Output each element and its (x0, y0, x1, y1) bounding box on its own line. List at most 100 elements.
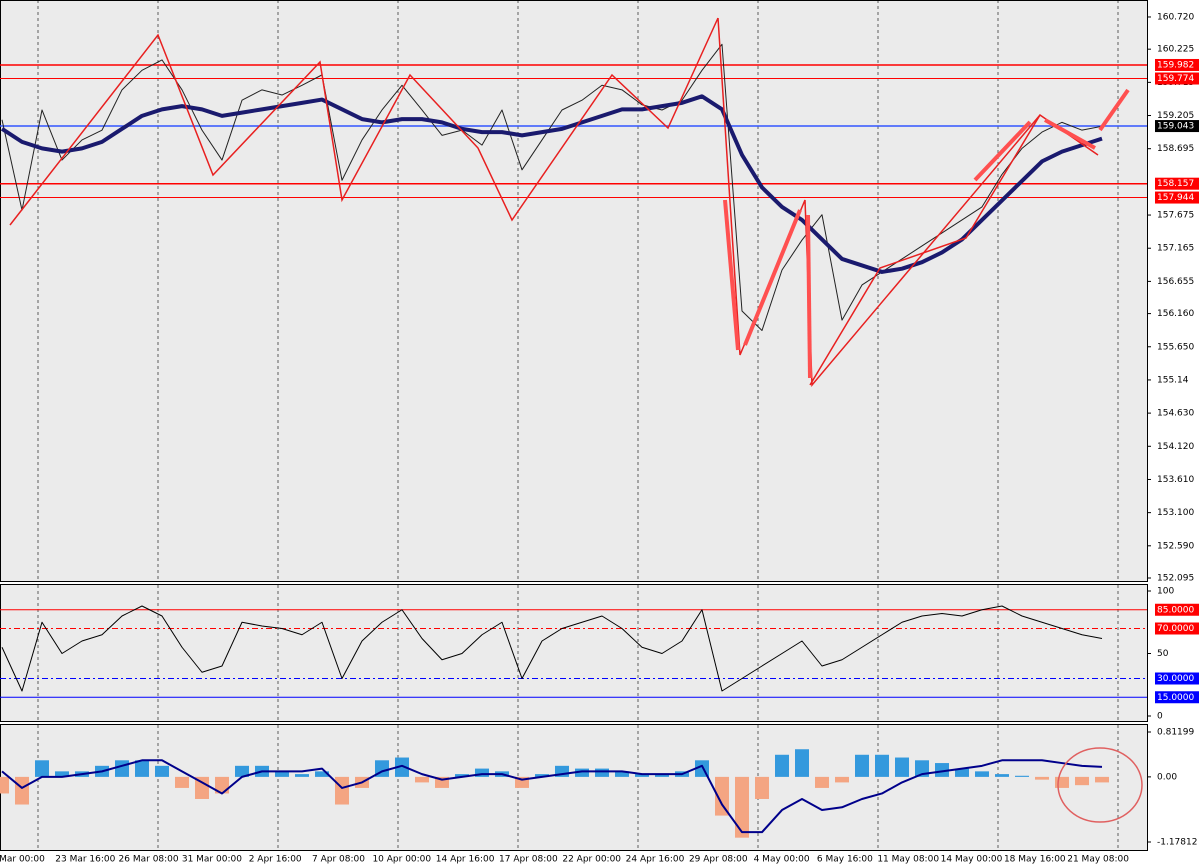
histogram-bar (335, 776, 349, 805)
y-tick-label: -1.17812 (1157, 837, 1197, 847)
y-tick-label: 158.695 (1157, 144, 1194, 154)
histogram-bar (395, 757, 409, 777)
level-label: 30.0000 (1157, 674, 1194, 684)
histogram-bar (115, 760, 129, 777)
level-box (1155, 120, 1199, 133)
y-tick-label: 156.160 (1157, 309, 1194, 319)
level-box (1155, 603, 1199, 616)
x-tick-label: 18 May 16:00 (1004, 855, 1066, 865)
macd-panel (0, 725, 1147, 850)
histogram-bar (855, 754, 869, 777)
level-box (1155, 58, 1199, 71)
x-tick-label: 17 Apr 08:00 (499, 855, 558, 865)
x-tick-label: Mar 00:00 (0, 855, 45, 865)
level-label: 85.0000 (1157, 605, 1194, 615)
histogram-bar (1095, 776, 1109, 783)
level-label: 157.944 (1157, 193, 1194, 203)
level-label: 70.0000 (1157, 624, 1194, 634)
level-box (1155, 72, 1199, 85)
histogram-bar (655, 774, 669, 777)
y-tick-label: 155.14 (1157, 375, 1189, 385)
level-label: 159.982 (1157, 60, 1194, 70)
y-tick-label: 160.225 (1157, 45, 1194, 55)
x-tick-label: 4 May 00:00 (754, 855, 810, 865)
x-tick-label: 11 May 08:00 (877, 855, 939, 865)
histogram-bar (995, 774, 1009, 777)
histogram-bar (975, 771, 989, 777)
histogram-bar (615, 771, 629, 777)
histogram-bar (475, 768, 489, 777)
price-panel (0, 0, 1147, 581)
x-tick-label: 14 May 00:00 (941, 855, 1003, 865)
x-tick-label: 14 Apr 16:00 (436, 855, 495, 865)
histogram-bar (175, 776, 189, 788)
x-tick-label: 6 May 16:00 (817, 855, 873, 865)
histogram-bar (875, 754, 889, 777)
histogram-bar (55, 771, 69, 777)
histogram-bar (775, 754, 789, 777)
level-label: 158.157 (1157, 179, 1194, 189)
histogram-bar (955, 768, 969, 777)
histogram-bar (715, 776, 729, 816)
histogram-bar (295, 774, 309, 777)
x-tick-label: 29 Apr 08:00 (689, 855, 748, 865)
y-tick-label: 100 (1157, 587, 1174, 597)
y-tick-label: 159.205 (1157, 111, 1194, 121)
y-tick-label: 154.630 (1157, 409, 1194, 419)
y-tick-label: 153.100 (1157, 508, 1194, 518)
x-tick-label: 24 Apr 16:00 (626, 855, 685, 865)
level-label: 159.774 (1157, 74, 1194, 84)
level-box (1155, 622, 1199, 635)
x-tick-label: 10 Apr 00:00 (372, 855, 431, 865)
highlight-circle (1057, 747, 1143, 823)
y-tick-label: 152.590 (1157, 541, 1194, 551)
y-tick-label: 0 (1157, 712, 1163, 722)
x-tick-label: 26 Mar 08:00 (119, 855, 179, 865)
y-tick-label: 157.165 (1157, 244, 1194, 254)
histogram-bar (1075, 776, 1089, 786)
histogram-bar (755, 776, 769, 799)
histogram-bar (815, 776, 829, 788)
panel-borders (0, 0, 1148, 851)
series-line (1, 759, 1103, 834)
x-tick-label: 23 Mar 16:00 (55, 855, 115, 865)
histogram-bar (195, 776, 209, 799)
histogram-bar (435, 776, 449, 788)
vertical-grid (37, 0, 1119, 850)
x-tick-label: 22 Apr 00:00 (562, 855, 621, 865)
level-label: 15.0000 (1157, 693, 1194, 703)
y-tick-label: 50 (1157, 649, 1169, 659)
histogram-bar (135, 760, 149, 777)
histogram-bar (795, 749, 809, 777)
histogram-bar (15, 776, 29, 805)
histogram-bar (455, 774, 469, 777)
histogram-bar (155, 765, 169, 777)
y-tick-label: 152.095 (1157, 574, 1194, 584)
level-box (1155, 191, 1199, 204)
histogram-bar (635, 774, 649, 777)
histogram-bar (515, 776, 529, 788)
y-tick-label: 156.655 (1157, 277, 1194, 287)
y-tick-label: 0.81199 (1157, 727, 1194, 737)
histogram-bar (35, 760, 49, 777)
histogram-bar (895, 757, 909, 777)
rsi-panel (0, 585, 1147, 721)
y-tick-label: 155.650 (1157, 342, 1194, 352)
histogram-bar (835, 776, 849, 783)
histogram-bar (1035, 776, 1049, 780)
y-tick-label: 154.120 (1157, 442, 1194, 452)
level-label: 159.043 (1157, 122, 1194, 132)
histogram-bar (0, 776, 9, 794)
histogram-bar (235, 765, 249, 777)
histogram-bar (1015, 775, 1029, 777)
level-box (1155, 177, 1199, 190)
level-box (1155, 672, 1199, 685)
y-tick-label: 153.610 (1157, 475, 1194, 485)
histogram-bar (555, 765, 569, 777)
histogram-bar (275, 771, 289, 777)
y-tick-label: 0.00 (1157, 772, 1177, 782)
x-tick-label: 31 Mar 00:00 (182, 855, 242, 865)
histogram-bar (935, 763, 949, 777)
y-tick-label: 160.720 (1157, 12, 1194, 22)
arrows (723, 88, 1130, 379)
